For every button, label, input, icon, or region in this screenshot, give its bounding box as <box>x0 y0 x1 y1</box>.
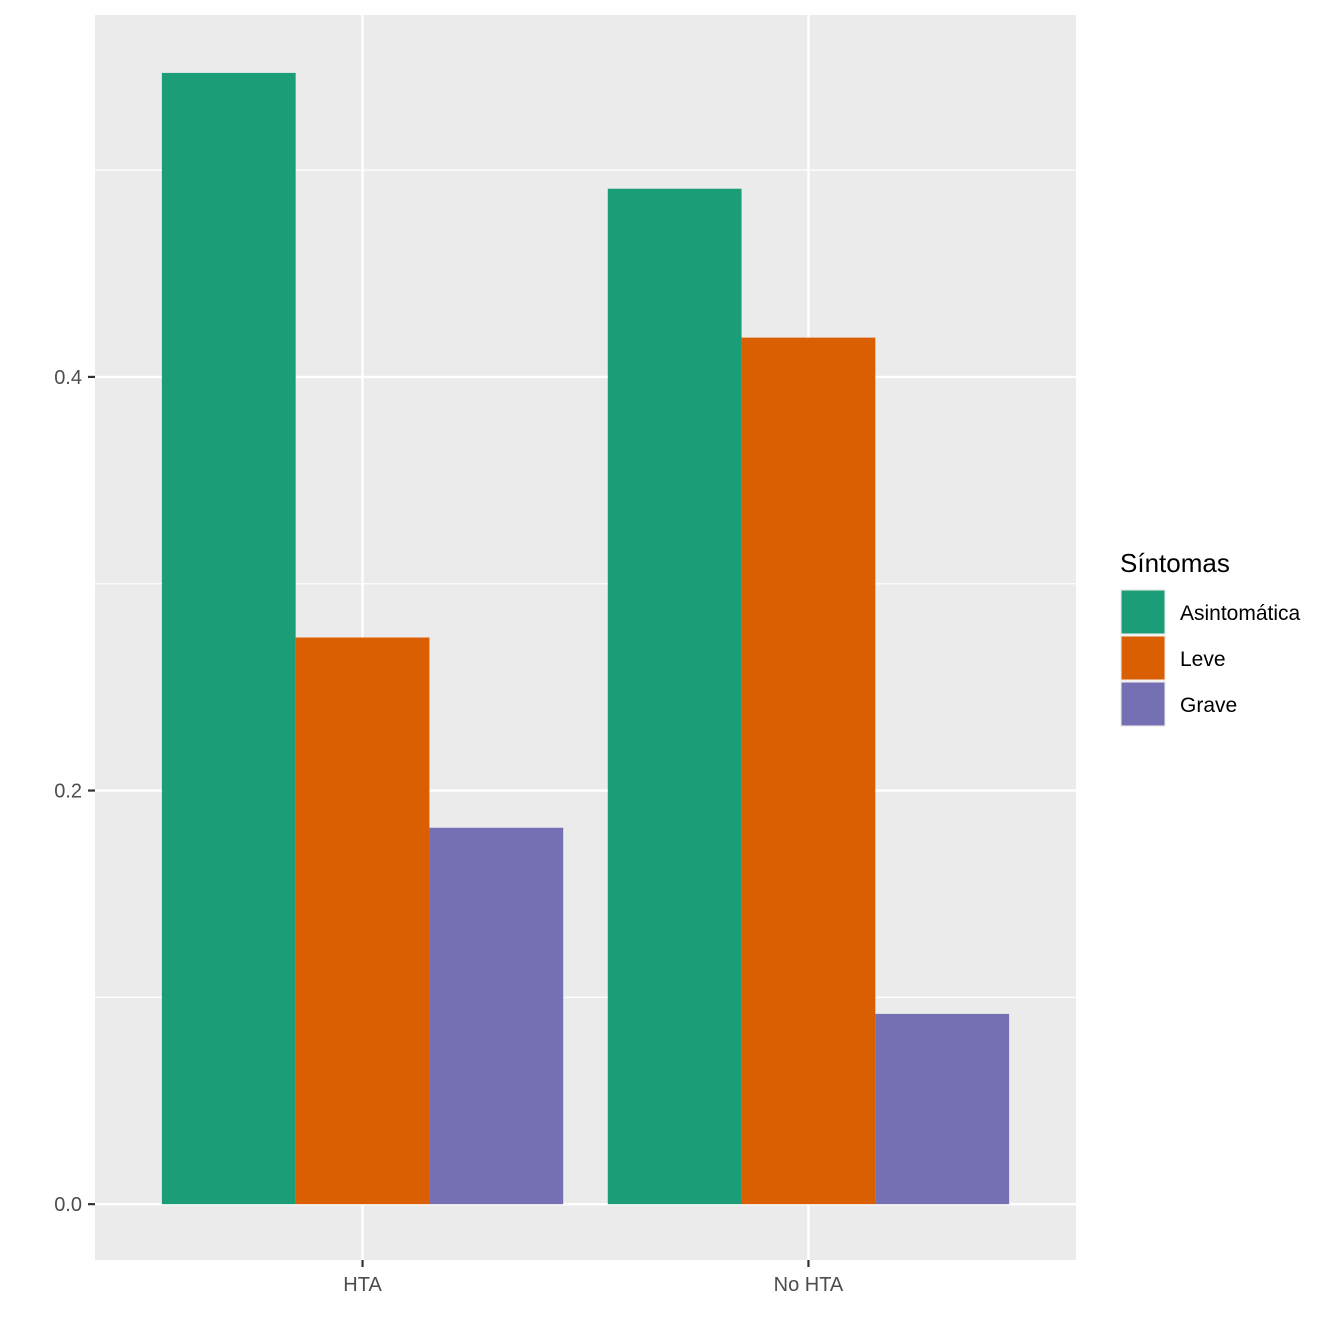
legend-label: Asintomática <box>1180 602 1301 625</box>
bar-hta-1 <box>295 637 430 1205</box>
y-tick-label: 0.0 <box>54 1194 82 1216</box>
bars <box>161 72 1010 1205</box>
y-axis: 0.0 0.2 0.4 <box>54 367 95 1216</box>
bar-no-hta-2 <box>875 1013 1010 1205</box>
legend-label: Leve <box>1180 648 1226 671</box>
y-tick-label: 0.4 <box>54 367 82 389</box>
legend-key-swatch <box>1121 590 1165 634</box>
x-axis: HTA No HTA <box>343 1260 844 1296</box>
x-tick-label: No HTA <box>774 1274 844 1296</box>
bar-no-hta-0 <box>607 188 742 1205</box>
x-tick-label: HTA <box>343 1274 382 1296</box>
legend-items: Asintomática Leve Grave <box>1120 589 1301 727</box>
bar-no-hta-1 <box>741 337 876 1205</box>
y-tick-label: 0.2 <box>54 781 82 803</box>
bar-hta-2 <box>429 827 564 1205</box>
legend-key-swatch <box>1121 682 1165 726</box>
legend-title: Síntomas <box>1120 548 1230 578</box>
legend-label: Grave <box>1180 694 1237 717</box>
legend: Síntomas Asintomática Leve Grave <box>1120 548 1301 727</box>
legend-key-swatch <box>1121 636 1165 680</box>
bar-hta-0 <box>161 72 296 1205</box>
